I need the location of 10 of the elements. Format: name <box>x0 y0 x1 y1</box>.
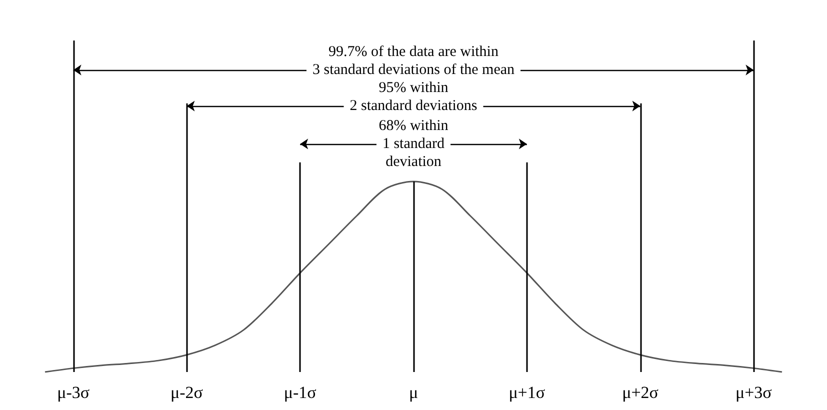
x-tick-label: μ <box>408 383 418 402</box>
x-tick-label: μ+3σ <box>735 383 772 402</box>
x-tick-label: μ-3σ <box>57 383 90 402</box>
x-tick-label: μ+1σ <box>508 383 546 402</box>
x-tick-label: μ-1σ <box>284 383 316 402</box>
text: 99.7% of the data are within 3 standard deviations of the mean <box>312 44 516 78</box>
x-tick-label: μ-2σ <box>170 383 203 402</box>
text: 68% within 1 standard deviation <box>378 118 449 170</box>
x-tick-label: μ+2σ <box>622 383 658 402</box>
text: 95% within 2 standard deviations <box>350 80 478 114</box>
